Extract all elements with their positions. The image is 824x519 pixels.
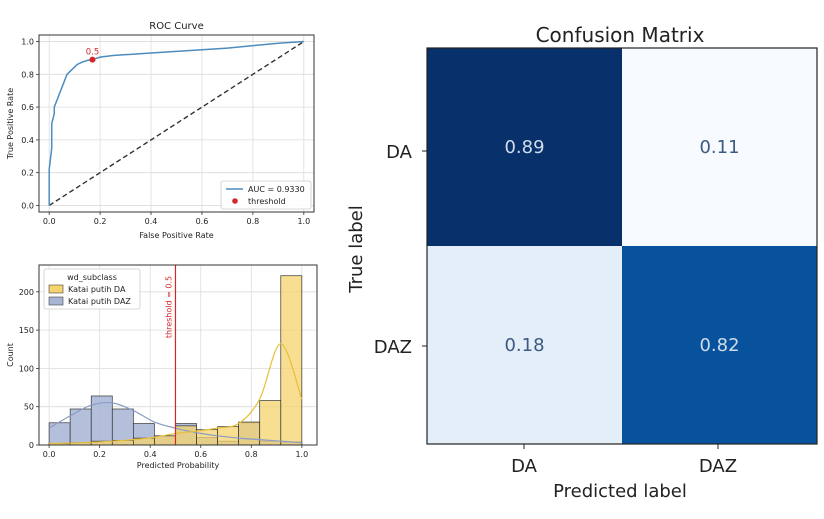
histogram-x-tick-label: 0.2: [93, 450, 106, 459]
legend-label-daz: Katai putih DAZ: [68, 297, 131, 306]
histogram-bars-da: [48, 275, 303, 446]
roc-curve-line: [48, 40, 304, 206]
histogram-x-tick-label: 0.6: [194, 450, 207, 459]
cm-value-daz-da: 0.18: [504, 335, 544, 356]
histogram-x-axis-label: Predicted Probability: [137, 461, 220, 470]
roc-y-tick-label: 0.4: [21, 136, 34, 145]
cm-cell-daz-daz: [622, 246, 817, 444]
roc-title: ROC Curve: [149, 21, 203, 32]
roc-threshold-point: [89, 56, 96, 63]
threshold-line-label: threshold = 0.5: [164, 276, 173, 338]
roc-legend-threshold-label: threshold: [248, 197, 286, 206]
histogram-y-tick-label: 0: [29, 441, 34, 450]
cm-value-da-da: 0.89: [504, 137, 544, 158]
histogram-y-tick-label: 100: [19, 364, 34, 373]
roc-diagonal-line: [48, 40, 305, 207]
cm-x-axis-label: Predicted label: [553, 481, 687, 502]
roc-legend-box: [220, 180, 312, 210]
histogram-legend-title: wd_subclass: [67, 273, 117, 282]
roc-threshold-label: 0.5: [86, 48, 100, 58]
histogram-legend-box: [43, 268, 141, 310]
histogram-y-tick-label: 150: [19, 326, 34, 335]
cm-value-da-daz: 0.11: [699, 137, 739, 158]
cm-value-daz-daz: 0.82: [699, 335, 739, 356]
roc-plot-frame: [38, 34, 315, 213]
histogram-x-tick-label: 0.4: [144, 450, 157, 459]
histogram-bar-da: [259, 400, 282, 446]
roc-x-ticks: 0.0 0.2 0.4 0.6 0.8 1.0: [43, 212, 310, 226]
cm-y-tick-daz: DAZ: [374, 337, 412, 358]
histogram-x-tick-label: 0.0: [43, 450, 56, 459]
cm-cell-da-da: [427, 48, 622, 246]
roc-legend-threshold-swatch: [232, 198, 238, 204]
histogram-bar-da: [280, 275, 303, 446]
roc-x-tick-label: 0.6: [196, 217, 209, 226]
roc-x-tick-label: 0.0: [43, 217, 56, 226]
histogram-chart: threshold = 0.5 0.0 0.2 0.4 0.6 0.8 1.0 0 50 10…: [6, 264, 318, 470]
roc-x-tick-label: 0.8: [247, 217, 260, 226]
roc-legend: AUC = 0.9330 threshold: [220, 180, 312, 210]
roc-y-ticks: 0.0 0.2 0.4 0.6 0.8 1.0: [21, 38, 39, 210]
cm-cell-da-daz: [622, 48, 817, 246]
histogram-y-tick-label: 200: [19, 288, 34, 297]
roc-y-tick-label: 0.8: [21, 70, 34, 79]
cm-x-tick-daz: DAZ: [699, 456, 737, 477]
roc-y-axis-label: True Positive Rate: [6, 88, 15, 160]
roc-x-tick-label: 0.4: [145, 217, 158, 226]
histogram-y-ticks: 0 50 100 150 200: [19, 288, 39, 450]
histogram-y-tick-label: 50: [24, 403, 34, 412]
cm-x-tick-da: DA: [511, 456, 538, 477]
histogram-y-axis-label: Count: [6, 343, 15, 367]
roc-y-tick-label: 0.0: [21, 201, 34, 210]
roc-grid: [39, 35, 314, 212]
histogram-x-ticks: 0.0 0.2 0.4 0.6 0.8 1.0: [43, 445, 308, 459]
histogram-bar-da: [196, 429, 218, 446]
roc-y-tick-label: 0.6: [21, 103, 34, 112]
cm-cell-daz-da: [427, 246, 622, 444]
histogram-x-tick-label: 1.0: [295, 450, 308, 459]
legend-swatch-da: [48, 284, 64, 294]
roc-x-axis-label: False Positive Rate: [139, 231, 213, 240]
histogram-x-tick-label: 0.8: [245, 450, 258, 459]
cm-y-tick-da: DA: [386, 142, 413, 163]
confusion-matrix-frame: [426, 47, 818, 445]
histogram-legend: wd_subclass Katai putih DA Katai putih D…: [43, 268, 141, 310]
legend-swatch-daz: [48, 296, 64, 306]
roc-y-tick-label: 0.2: [21, 169, 34, 178]
roc-legend-auc-label: AUC = 0.9330: [248, 185, 305, 194]
roc-y-tick-label: 1.0: [21, 38, 34, 47]
roc-x-tick-label: 0.2: [94, 217, 107, 226]
cm-y-axis-label: True label: [346, 205, 367, 294]
roc-x-tick-label: 1.0: [297, 217, 310, 226]
confusion-matrix-title: Confusion Matrix: [536, 23, 705, 47]
histogram-bar-da: [238, 421, 261, 446]
histogram-plot-frame: [38, 264, 318, 446]
confusion-matrix-chart: Confusion Matrix 0.89 0.11 0.18 0.82 DA …: [346, 23, 818, 502]
roc-chart: ROC Curve 0.5 0.0 0.2 0.4 0.6 0.8 1.0 0.00.20…: [6, 21, 315, 240]
legend-label-da: Katai putih DA: [68, 285, 126, 294]
